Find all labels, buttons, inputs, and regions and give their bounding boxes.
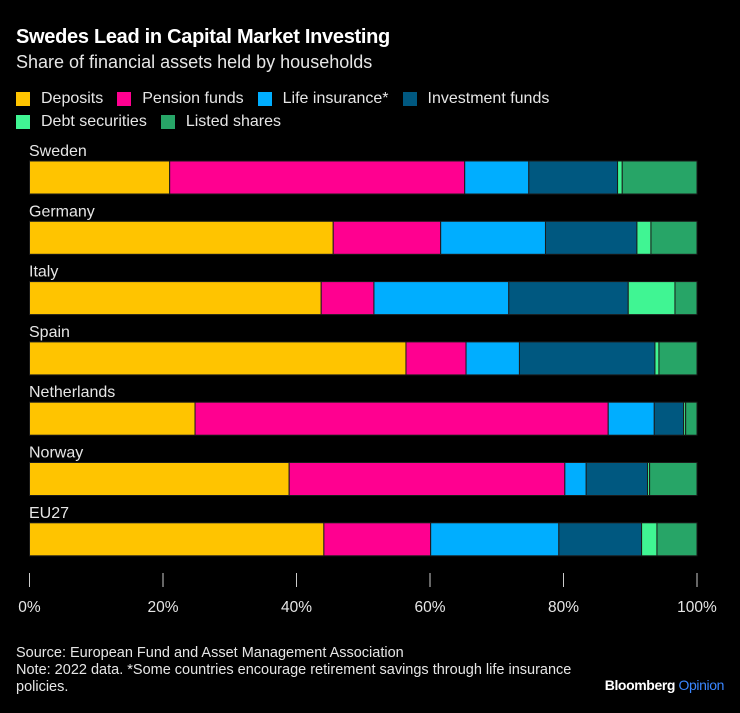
bar-segment-pension-funds [332,220,442,255]
legend-item-debt-securities: Debt securities [16,113,147,131]
bar-segment-debt-securities [636,220,652,255]
legend-row-1: Deposits Pension funds Life insurance* I… [16,87,716,110]
bar-segment-investment-funds [653,401,685,436]
category-label: Italy [29,264,58,281]
brand-name: Bloomberg [604,677,676,693]
bar-segment-life-insurance [373,281,510,316]
legend-label-life-insurance: Life insurance* [282,89,389,107]
category-label: EU27 [29,505,69,522]
bar-segment-listed-shares [658,341,698,376]
bar-segment-pension-funds [194,401,609,436]
source-note: Source: European Fund and Asset Manageme… [16,645,404,661]
x-tick-label: 20% [147,599,178,616]
chart-title: Swedes Lead in Capital Market Investing [16,26,390,48]
legend-label-deposits: Deposits [41,89,104,107]
bar-segment-listed-shares [656,522,698,557]
legend-item-pension-funds: Pension funds [117,89,244,108]
data-note: Note: 2022 data. *Some countries encoura… [16,662,572,695]
bar-group-sweden: Sweden [29,143,698,195]
legend-swatch-deposits [16,91,30,106]
bar-segment-pension-funds [320,281,375,316]
x-tick-label: 0% [18,599,41,616]
bar-segment-investment-funds [585,462,649,496]
x-tick-label: 60% [414,599,445,616]
bar-segment-pension-funds [288,462,566,496]
legend-label-listed-shares: Listed shares [185,112,281,130]
bar-segment-debt-securities [654,341,660,376]
legend-label-investment-funds: Investment funds [427,89,550,107]
bar-segment-listed-shares [621,160,698,195]
bar-segment-debt-securities [617,160,623,195]
bar-segment-deposits [29,160,171,195]
legend-item-listed-shares: Listed shares [160,112,281,131]
bar-group-norway: Norway [29,445,698,496]
bar-segment-life-insurance [440,220,546,255]
category-label: Norway [29,445,83,462]
x-tick-label: 100% [677,599,717,616]
category-label: Germany [29,203,95,220]
legend-swatch-pension-funds [117,91,132,106]
legend: Deposits Pension funds Life insurance* I… [16,87,716,133]
brand-logo: Bloomberg Opinion [604,677,725,693]
category-label: Netherlands [29,384,115,401]
bar-group-eu27: EU27 [29,505,698,557]
bar-segment-pension-funds [323,522,432,557]
brand-suffix: Opinion [678,677,725,693]
bar-segment-investment-funds [518,341,656,376]
bar-segment-investment-funds [508,281,629,316]
bar-segment-deposits [29,341,407,376]
bar-segment-listed-shares [649,462,698,496]
bar-segment-life-insurance [430,522,560,557]
legend-label-pension-funds: Pension funds [142,89,244,107]
bar-segment-deposits [29,281,322,316]
bar-segment-pension-funds [405,341,467,376]
legend-item-deposits: Deposits [16,90,103,108]
bar-segment-deposits [29,462,290,496]
bar-segment-investment-funds [528,160,619,195]
bar-segment-life-insurance [464,160,530,195]
category-label: Spain [29,324,70,341]
legend-item-investment-funds: Investment funds [402,89,550,108]
bar-group-netherlands: Netherlands [29,384,698,436]
category-label: Sweden [29,143,87,160]
bar-segment-life-insurance [607,401,655,436]
bar-segment-deposits [29,401,196,436]
bar-segment-deposits [29,220,334,255]
legend-row-2: Debt securities Listed shares [16,110,716,133]
x-tick-label: 80% [548,599,579,616]
legend-swatch-debt-securities [16,114,30,129]
bar-group-spain: Spain [29,324,698,376]
bar-segment-life-insurance [465,341,520,376]
chart-subtitle: Share of financial assets held by househ… [16,52,373,72]
bar-segment-life-insurance [564,462,587,496]
bar-segment-investment-funds [558,522,643,557]
bar-segment-pension-funds [169,160,466,195]
legend-label-debt-securities: Debt securities [41,112,147,130]
bar-group-germany: Germany [29,203,698,255]
bar-segment-listed-shares [674,281,698,316]
bar-segment-debt-securities [627,281,676,316]
legend-item-life-insurance: Life insurance* [257,89,389,108]
x-tick-label: 40% [281,599,312,616]
legend-swatch-listed-shares [160,114,175,129]
bar-segment-deposits [29,522,325,557]
bar-segment-listed-shares [685,401,698,436]
bar-segment-listed-shares [650,220,698,255]
legend-swatch-investment-funds [402,91,417,106]
footer: Source: European Fund and Asset Manageme… [16,645,586,696]
legend-swatch-life-insurance [257,91,272,106]
bar-group-italy: Italy [29,264,698,316]
bar-segment-debt-securities [641,522,658,557]
bar-segment-investment-funds [544,220,638,255]
